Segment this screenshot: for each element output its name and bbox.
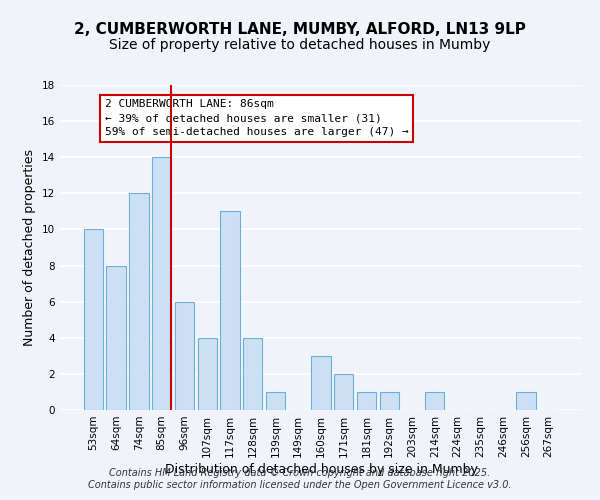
Bar — [380, 392, 399, 410]
Text: 2 CUMBERWORTH LANE: 86sqm
← 39% of detached houses are smaller (31)
59% of semi-: 2 CUMBERWORTH LANE: 86sqm ← 39% of detac… — [105, 100, 409, 138]
Bar — [334, 374, 353, 410]
Bar — [84, 230, 103, 410]
Y-axis label: Number of detached properties: Number of detached properties — [23, 149, 37, 346]
Bar — [197, 338, 217, 410]
Bar — [129, 194, 149, 410]
Bar — [243, 338, 262, 410]
Bar — [220, 212, 239, 410]
Text: Contains HM Land Registry data © Crown copyright and database right 2025.
Contai: Contains HM Land Registry data © Crown c… — [88, 468, 512, 490]
Bar — [152, 157, 172, 410]
Bar — [266, 392, 285, 410]
Bar — [106, 266, 126, 410]
Bar — [516, 392, 536, 410]
X-axis label: Distribution of detached houses by size in Mumby: Distribution of detached houses by size … — [164, 462, 478, 475]
Text: Size of property relative to detached houses in Mumby: Size of property relative to detached ho… — [109, 38, 491, 52]
Bar — [425, 392, 445, 410]
Text: 2, CUMBERWORTH LANE, MUMBY, ALFORD, LN13 9LP: 2, CUMBERWORTH LANE, MUMBY, ALFORD, LN13… — [74, 22, 526, 38]
Bar — [311, 356, 331, 410]
Bar — [175, 302, 194, 410]
Bar — [357, 392, 376, 410]
